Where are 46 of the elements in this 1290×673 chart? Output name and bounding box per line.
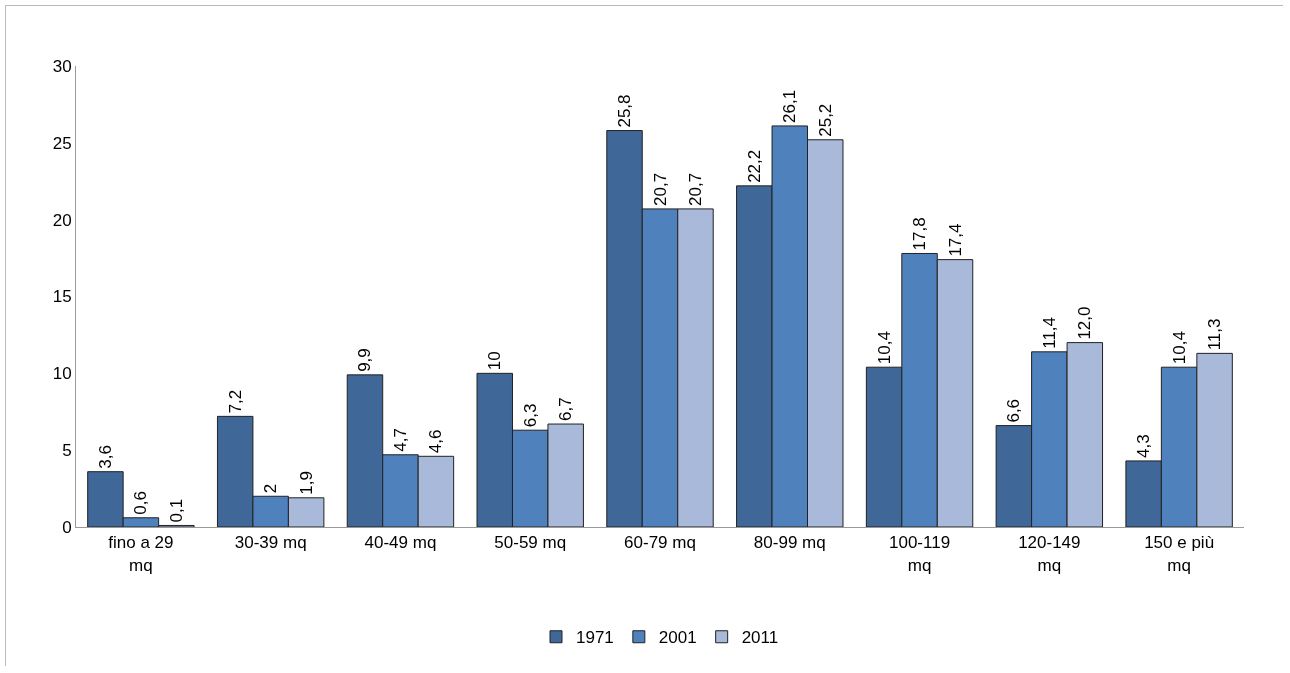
data-label: 26,1 [780,89,800,123]
y-tick-label: 30 [52,56,72,76]
data-label: 12,0 [1075,306,1095,340]
data-label: 11,3 [1205,318,1225,351]
y-tick-label: 20 [52,210,72,230]
y-tick-label: 25 [52,133,72,153]
y-tick-label: 0 [62,517,72,537]
x-tick-label: 100-119 mq [888,533,951,575]
data-label: 6,3 [520,403,540,428]
data-label: 17,4 [945,223,965,257]
data-label: 10,4 [874,331,894,365]
x-tick-label: fino a 29 mq [108,533,174,575]
y-tick-label: 5 [62,441,72,461]
data-label: 20,7 [650,172,670,206]
data-label: 17,8 [910,217,930,251]
x-tick-label: 120-149 mq [1018,533,1081,575]
data-label: 4,7 [390,428,410,452]
x-tick-label: 50-59 mq [494,533,567,553]
data-label: 6,7 [556,397,576,422]
data-label: 25,8 [615,94,635,128]
data-label: 1,9 [296,471,316,495]
data-label: 6,6 [1004,398,1024,423]
y-tick-label: 15 [52,287,72,307]
data-label: 4,6 [426,429,446,454]
data-label: 22,2 [744,149,764,183]
data-label: 9,9 [355,348,375,372]
x-tick-label: 150 e più mq [1144,533,1215,575]
data-label: 7,2 [225,389,245,414]
data-label: 25,2 [815,103,835,137]
x-tick-label: 80-99 mq [753,533,826,553]
legend-label: 1971 [576,628,614,648]
x-tick-label: 30-39 mq [234,533,307,553]
data-label: 0,1 [166,498,186,523]
data-label: 11,4 [1039,316,1059,349]
legend-label: 2001 [658,628,697,648]
data-label: 10,4 [1169,331,1189,365]
legend-label: 2011 [741,628,779,648]
data-label: 3,6 [95,445,115,469]
data-label: 2 [261,483,281,494]
data-label: 0,6 [131,491,151,515]
data-label: 20,7 [685,172,705,206]
x-tick-label: 60-79 mq [624,533,696,553]
data-label: 10 [485,351,505,371]
data-label: 4,3 [1134,434,1154,458]
x-tick-label: 40-49 mq [364,533,437,553]
y-tick-label: 10 [52,364,72,384]
